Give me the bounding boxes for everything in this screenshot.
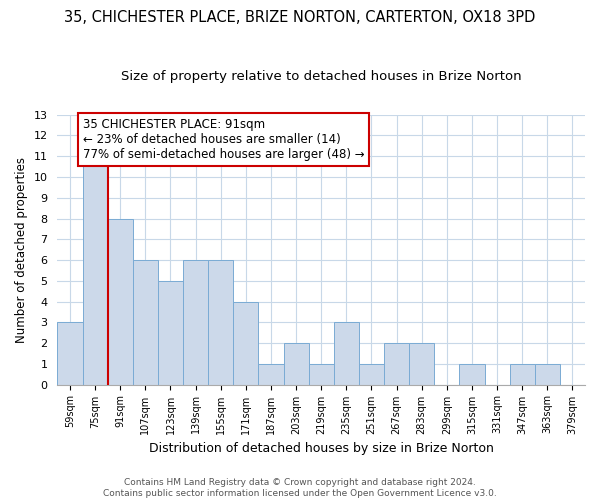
Bar [133, 260, 158, 384]
Title: Size of property relative to detached houses in Brize Norton: Size of property relative to detached ho… [121, 70, 521, 83]
Bar [208, 260, 233, 384]
Bar [509, 364, 535, 384]
Bar [359, 364, 384, 384]
Bar [334, 322, 359, 384]
Y-axis label: Number of detached properties: Number of detached properties [15, 156, 28, 342]
Bar [308, 364, 334, 384]
Text: Contains HM Land Registry data © Crown copyright and database right 2024.
Contai: Contains HM Land Registry data © Crown c… [103, 478, 497, 498]
Bar [183, 260, 208, 384]
Bar [409, 343, 434, 384]
Bar [83, 156, 107, 384]
Bar [384, 343, 409, 384]
Bar [284, 343, 308, 384]
Text: 35, CHICHESTER PLACE, BRIZE NORTON, CARTERTON, OX18 3PD: 35, CHICHESTER PLACE, BRIZE NORTON, CART… [64, 10, 536, 25]
Bar [259, 364, 284, 384]
Bar [233, 302, 259, 384]
Bar [460, 364, 485, 384]
X-axis label: Distribution of detached houses by size in Brize Norton: Distribution of detached houses by size … [149, 442, 494, 455]
Bar [535, 364, 560, 384]
Text: 35 CHICHESTER PLACE: 91sqm
← 23% of detached houses are smaller (14)
77% of semi: 35 CHICHESTER PLACE: 91sqm ← 23% of deta… [83, 118, 364, 161]
Bar [58, 322, 83, 384]
Bar [158, 281, 183, 384]
Bar [107, 218, 133, 384]
